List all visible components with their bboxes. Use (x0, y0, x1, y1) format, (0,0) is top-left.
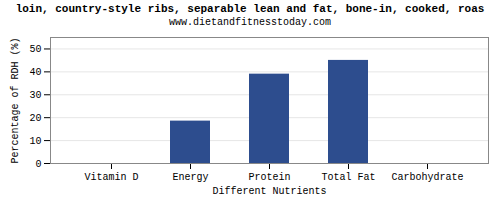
svg-text:20: 20 (29, 113, 41, 124)
svg-text:Percentage of RDH (%): Percentage of RDH (%) (10, 37, 21, 163)
svg-text:Protein: Protein (248, 172, 290, 183)
html-text:loin, country-style ribs, sepa: loin, country-style ribs, separable lean… (15, 3, 485, 15)
svg-text:10: 10 (29, 136, 41, 147)
svg-text:Vitamin D: Vitamin D (84, 172, 138, 183)
html-text:www.dietandfitnesstoday.com: www.dietandfitnesstoday.com (169, 17, 331, 28)
svg-text:Different Nutrients: Different Nutrients (212, 186, 326, 197)
svg-text:40: 40 (29, 67, 41, 78)
svg-text:Total Fat: Total Fat (321, 172, 375, 183)
svg-text:Energy: Energy (172, 172, 208, 183)
svg-text:30: 30 (29, 90, 41, 101)
svg-text:Carbohydrate: Carbohydrate (391, 172, 463, 183)
svg-text:0: 0 (35, 159, 41, 170)
svg-text:50: 50 (29, 44, 41, 55)
